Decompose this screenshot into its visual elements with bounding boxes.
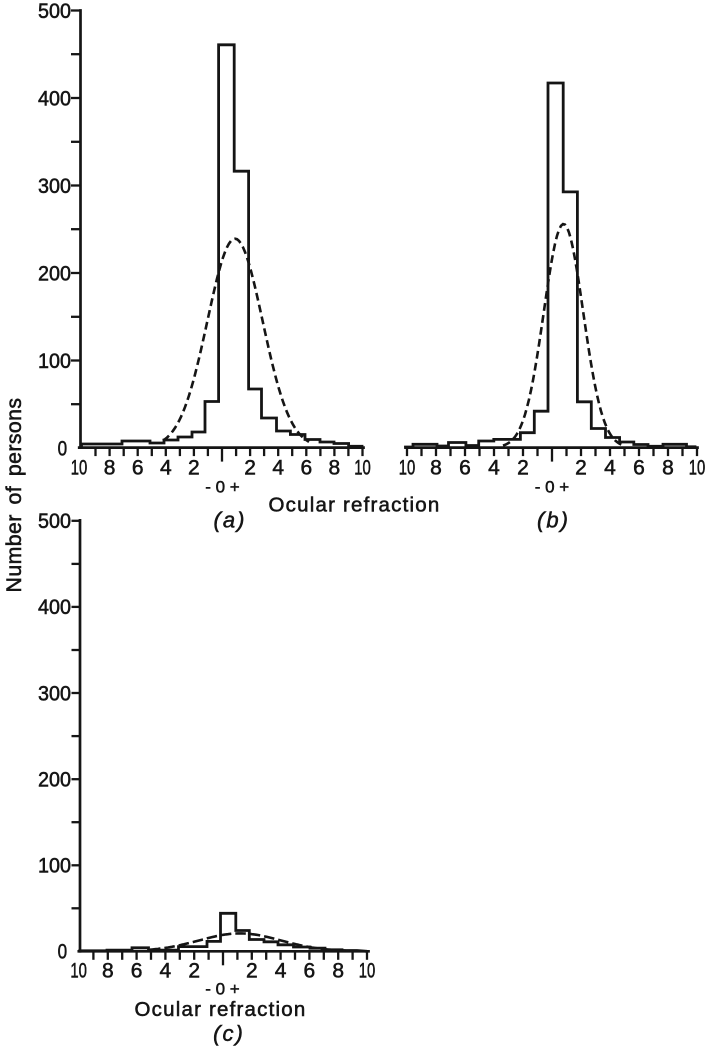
svg-text:500: 500 (38, 0, 71, 23)
svg-text:8: 8 (102, 960, 114, 983)
svg-text:2: 2 (246, 960, 258, 983)
svg-text:100: 100 (38, 855, 71, 878)
svg-text:- 0 +: - 0 + (205, 478, 240, 497)
svg-text:- 0 +: - 0 + (205, 980, 240, 999)
svg-text:8: 8 (104, 457, 116, 480)
svg-text:6: 6 (304, 960, 316, 983)
svg-text:200: 200 (38, 262, 71, 285)
svg-text:10: 10 (689, 457, 706, 480)
svg-text:4: 4 (275, 960, 287, 983)
svg-text:(c): (c) (213, 1021, 245, 1046)
svg-text:6: 6 (633, 457, 645, 480)
svg-text:10: 10 (71, 457, 88, 480)
svg-text:Number of persons: Number of persons (2, 398, 26, 593)
svg-text:300: 300 (38, 682, 71, 705)
svg-text:2: 2 (517, 457, 529, 480)
svg-text:6: 6 (459, 457, 471, 480)
svg-text:(b): (b) (537, 508, 570, 533)
svg-text:4: 4 (272, 457, 284, 480)
svg-text:10: 10 (354, 457, 371, 480)
svg-text:4: 4 (160, 960, 172, 983)
svg-text:500: 500 (38, 510, 71, 533)
svg-text:2: 2 (244, 457, 256, 480)
svg-text:8: 8 (662, 457, 674, 480)
svg-text:2: 2 (188, 457, 200, 480)
svg-text:6: 6 (131, 960, 143, 983)
svg-text:4: 4 (488, 457, 500, 480)
svg-text:2: 2 (575, 457, 587, 480)
svg-text:- 0 +: - 0 + (535, 478, 570, 497)
svg-text:10: 10 (70, 960, 87, 983)
svg-text:6: 6 (132, 457, 144, 480)
svg-text:6: 6 (300, 457, 312, 480)
svg-text:10: 10 (399, 457, 416, 480)
svg-text:8: 8 (332, 960, 344, 983)
svg-text:0: 0 (58, 437, 68, 460)
svg-text:8: 8 (329, 457, 341, 480)
svg-text:200: 200 (38, 769, 71, 792)
svg-text:400: 400 (38, 596, 71, 619)
svg-text:(a): (a) (214, 508, 247, 533)
svg-text:0: 0 (58, 941, 68, 964)
svg-text:400: 400 (38, 87, 71, 110)
svg-text:4: 4 (604, 457, 616, 480)
svg-text:4: 4 (160, 457, 172, 480)
svg-text:8: 8 (430, 457, 442, 480)
svg-text:Ocular refraction: Ocular refraction (135, 998, 307, 1021)
svg-text:100: 100 (38, 350, 71, 373)
svg-text:Ocular refraction: Ocular refraction (269, 494, 441, 517)
svg-text:300: 300 (38, 175, 71, 198)
svg-text:10: 10 (359, 960, 376, 983)
svg-text:2: 2 (188, 960, 200, 983)
